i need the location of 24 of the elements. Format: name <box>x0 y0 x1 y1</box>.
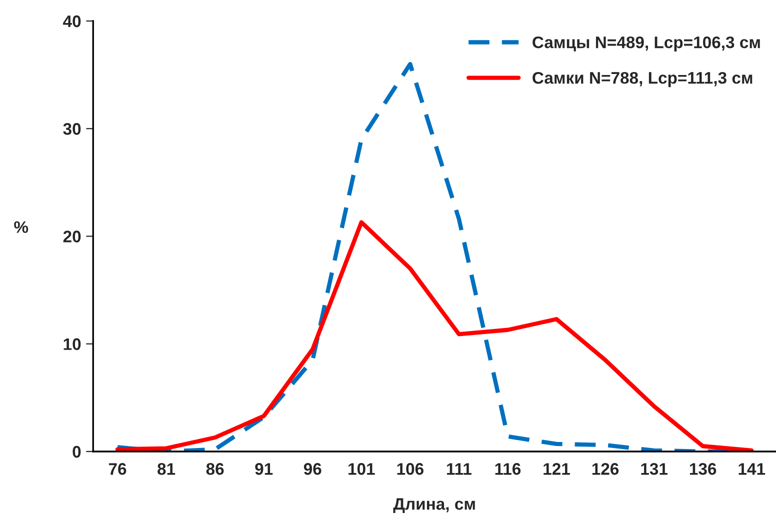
x-tick-label: 111 <box>447 463 472 475</box>
x-tick-label: 86 <box>206 463 224 475</box>
x-tick-label: 106 <box>397 463 424 475</box>
x-tick-label: 76 <box>108 463 126 475</box>
x-tick-label: 131 <box>641 463 668 475</box>
line-series <box>115 220 754 452</box>
y-axis-title: % <box>14 221 28 233</box>
x-tick-label: 116 <box>495 463 521 475</box>
x-tick-label: 91 <box>255 463 273 475</box>
x-tick-label: 101 <box>348 463 375 475</box>
x-tick-label: 96 <box>304 463 322 475</box>
x-axis-title: Длина, см <box>393 498 475 513</box>
y-tick-label: 30 <box>63 123 81 135</box>
y-tick-label: 40 <box>63 15 81 28</box>
y-tick-label: 10 <box>64 338 81 350</box>
y-tick-label: 20 <box>63 230 81 242</box>
y-tick-label: 0 <box>72 446 81 458</box>
legend-label: Самцы N=489, Lср=106,3 см <box>532 36 760 52</box>
x-tick-label: 126 <box>592 463 619 475</box>
x-tick-label: 121 <box>544 463 570 475</box>
x-tick-label: 81 <box>158 463 176 475</box>
x-tick-label: 141 <box>738 463 766 475</box>
legend-label: Самки N=788, Lср=111,3 см <box>532 72 752 88</box>
x-tick-label: 136 <box>690 463 716 475</box>
